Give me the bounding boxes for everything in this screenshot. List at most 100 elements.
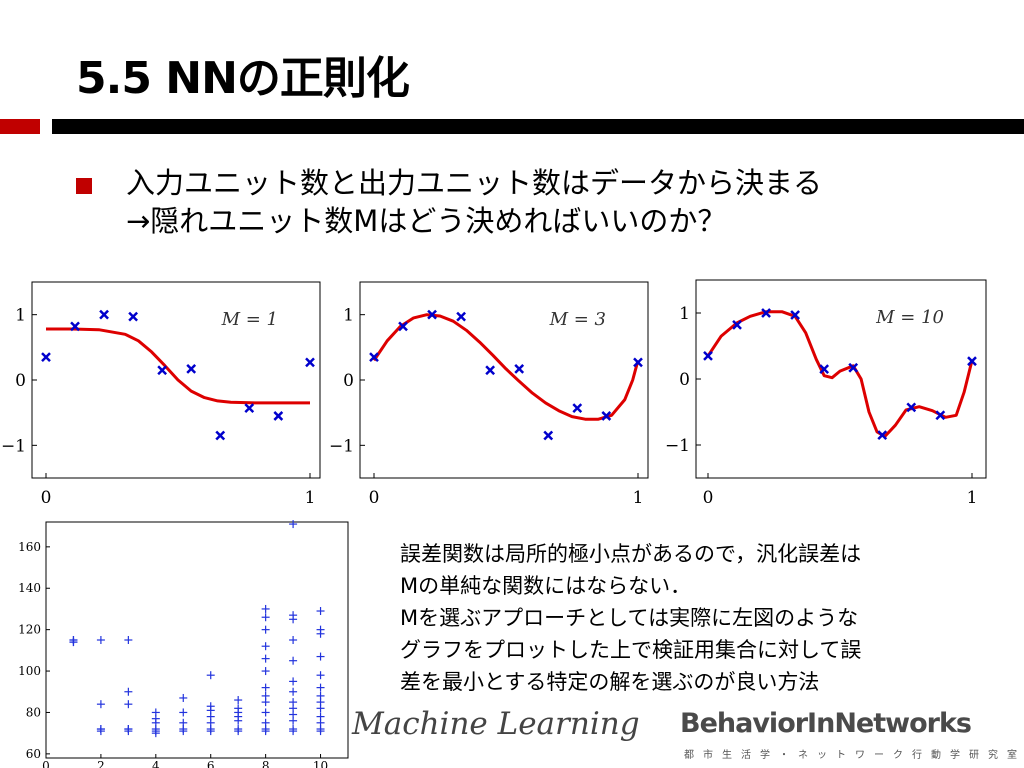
slide-title: 5.5 NNの正則化 xyxy=(76,53,410,104)
data-point xyxy=(703,351,713,361)
scatter-point xyxy=(316,607,325,616)
scatter-point xyxy=(234,727,243,736)
explanation-note: 誤差関数は局所的極小点があるので，汎化誤差は Mの単純な関数にはならない． Mを… xyxy=(400,538,861,698)
model-order-annotation: M = 1 xyxy=(221,309,278,330)
note-line-2: Mの単純な関数にはならない． xyxy=(400,574,692,598)
x-tick-label: 1 xyxy=(633,488,644,508)
scatter-point xyxy=(261,683,270,692)
data-point xyxy=(633,357,643,368)
note-line-1: 誤差関数は局所的極小点があるので，汎化誤差は xyxy=(400,542,862,566)
data-point xyxy=(215,430,226,441)
y-tick-label: 0 xyxy=(15,371,26,391)
scatter-point xyxy=(234,696,243,705)
data-point xyxy=(186,364,197,374)
data-point xyxy=(732,319,742,330)
data-point-stroke xyxy=(761,308,771,318)
y-tick-label: −1 xyxy=(1,436,26,456)
data-point-stroke xyxy=(99,309,109,320)
scatter-point xyxy=(289,727,298,736)
scatter-point xyxy=(179,693,188,702)
data-point-stroke xyxy=(572,403,583,413)
scatter-point xyxy=(124,687,133,696)
data-point xyxy=(157,365,168,376)
data-point xyxy=(427,309,437,320)
data-point-stroke xyxy=(305,357,315,368)
y-tick-label: 100 xyxy=(18,664,41,678)
data-point xyxy=(848,362,859,373)
data-point-stroke xyxy=(906,402,917,413)
machine-learning-logo: Machine Learning xyxy=(352,706,640,742)
data-point-stroke xyxy=(186,364,197,374)
data-point-stroke xyxy=(935,410,946,421)
data-point-stroke xyxy=(732,319,742,330)
scatter-point xyxy=(289,636,298,644)
data-point xyxy=(456,311,467,322)
chart-error-vs-m: 60 80 100 120 140 160 0 2 4 6 8 10 xyxy=(18,520,349,768)
y-tick-label: 140 xyxy=(18,581,41,595)
scatter-point xyxy=(289,716,298,725)
scatter-point xyxy=(261,667,270,676)
scatter-point xyxy=(289,677,298,686)
scatter-point xyxy=(316,704,325,713)
scatter-point xyxy=(261,708,270,717)
data-point xyxy=(99,309,109,320)
y-tick-label: 120 xyxy=(18,623,41,637)
title-underline-bar xyxy=(52,119,1024,134)
x-tick-label: 1 xyxy=(967,488,978,508)
scatter-point xyxy=(316,727,325,736)
title-accent-bar xyxy=(0,119,40,134)
scatter-point xyxy=(206,727,215,736)
data-point-stroke xyxy=(215,430,226,441)
bullet-point: 入力ユニット数と出力ユニット数はデータから決まる →隠れユニット数Mはどう決めれ… xyxy=(126,164,822,240)
data-point-stroke xyxy=(967,356,977,367)
y-tick-label: 1 xyxy=(343,306,354,326)
data-point xyxy=(41,352,51,363)
bullet-line-2: →隠れユニット数Mはどう決めればいいのか？ xyxy=(126,204,727,238)
data-point-stroke xyxy=(244,403,255,413)
data-point xyxy=(572,403,583,413)
scatter-point xyxy=(261,604,270,613)
chart-m3: 1 0 −1 0 1 M = 3 xyxy=(329,281,649,508)
chart-m10: 1 0 −1 0 1 M = 10 xyxy=(665,279,987,508)
data-point xyxy=(485,365,496,376)
scatter-point xyxy=(179,708,188,717)
model-order-annotation: M = 10 xyxy=(875,307,944,328)
data-point xyxy=(70,321,80,332)
data-point xyxy=(935,410,946,421)
y-tick-label: −1 xyxy=(665,436,690,456)
data-point-stroke xyxy=(485,365,496,376)
y-tick-label: 0 xyxy=(679,370,690,390)
data-point-stroke xyxy=(848,362,859,373)
data-point-stroke xyxy=(877,430,888,440)
data-point-stroke xyxy=(543,430,554,441)
data-point xyxy=(244,403,255,413)
data-point-stroke xyxy=(601,411,612,421)
y-tick-label: 1 xyxy=(15,306,26,326)
chart-m1: 1 0 −1 0 1 M = 1 xyxy=(1,281,321,508)
data-point-stroke xyxy=(819,364,830,374)
model-order-annotation: M = 3 xyxy=(549,309,606,330)
data-point-stroke xyxy=(70,321,80,332)
data-point-stroke xyxy=(41,352,51,363)
scatter-point xyxy=(261,642,270,651)
data-point xyxy=(128,311,139,322)
behavior-in-networks-logo: BehaviorInNetworks xyxy=(680,708,972,739)
scatter-point xyxy=(316,652,325,661)
data-point-stroke xyxy=(456,311,467,322)
scatter-point xyxy=(179,727,188,736)
x-tick-label: 0 xyxy=(703,488,714,508)
scatter-point xyxy=(69,638,78,647)
scatter-point xyxy=(316,671,325,680)
note-line-4: グラフをプロットした上で検証用集合に対して誤 xyxy=(400,638,862,662)
data-point-stroke xyxy=(703,351,713,361)
data-point-stroke xyxy=(369,352,379,363)
data-point xyxy=(369,352,379,363)
plot-frame xyxy=(359,281,649,479)
y-tick-label: −1 xyxy=(329,436,354,456)
data-point xyxy=(514,364,525,374)
scatter-point xyxy=(261,613,270,622)
scatter-point xyxy=(289,656,298,665)
x-tick-label: 1 xyxy=(305,488,316,508)
note-line-3: Mを選ぶアプローチとしては実際に左図のような xyxy=(400,606,859,630)
scatter-point xyxy=(261,625,270,634)
